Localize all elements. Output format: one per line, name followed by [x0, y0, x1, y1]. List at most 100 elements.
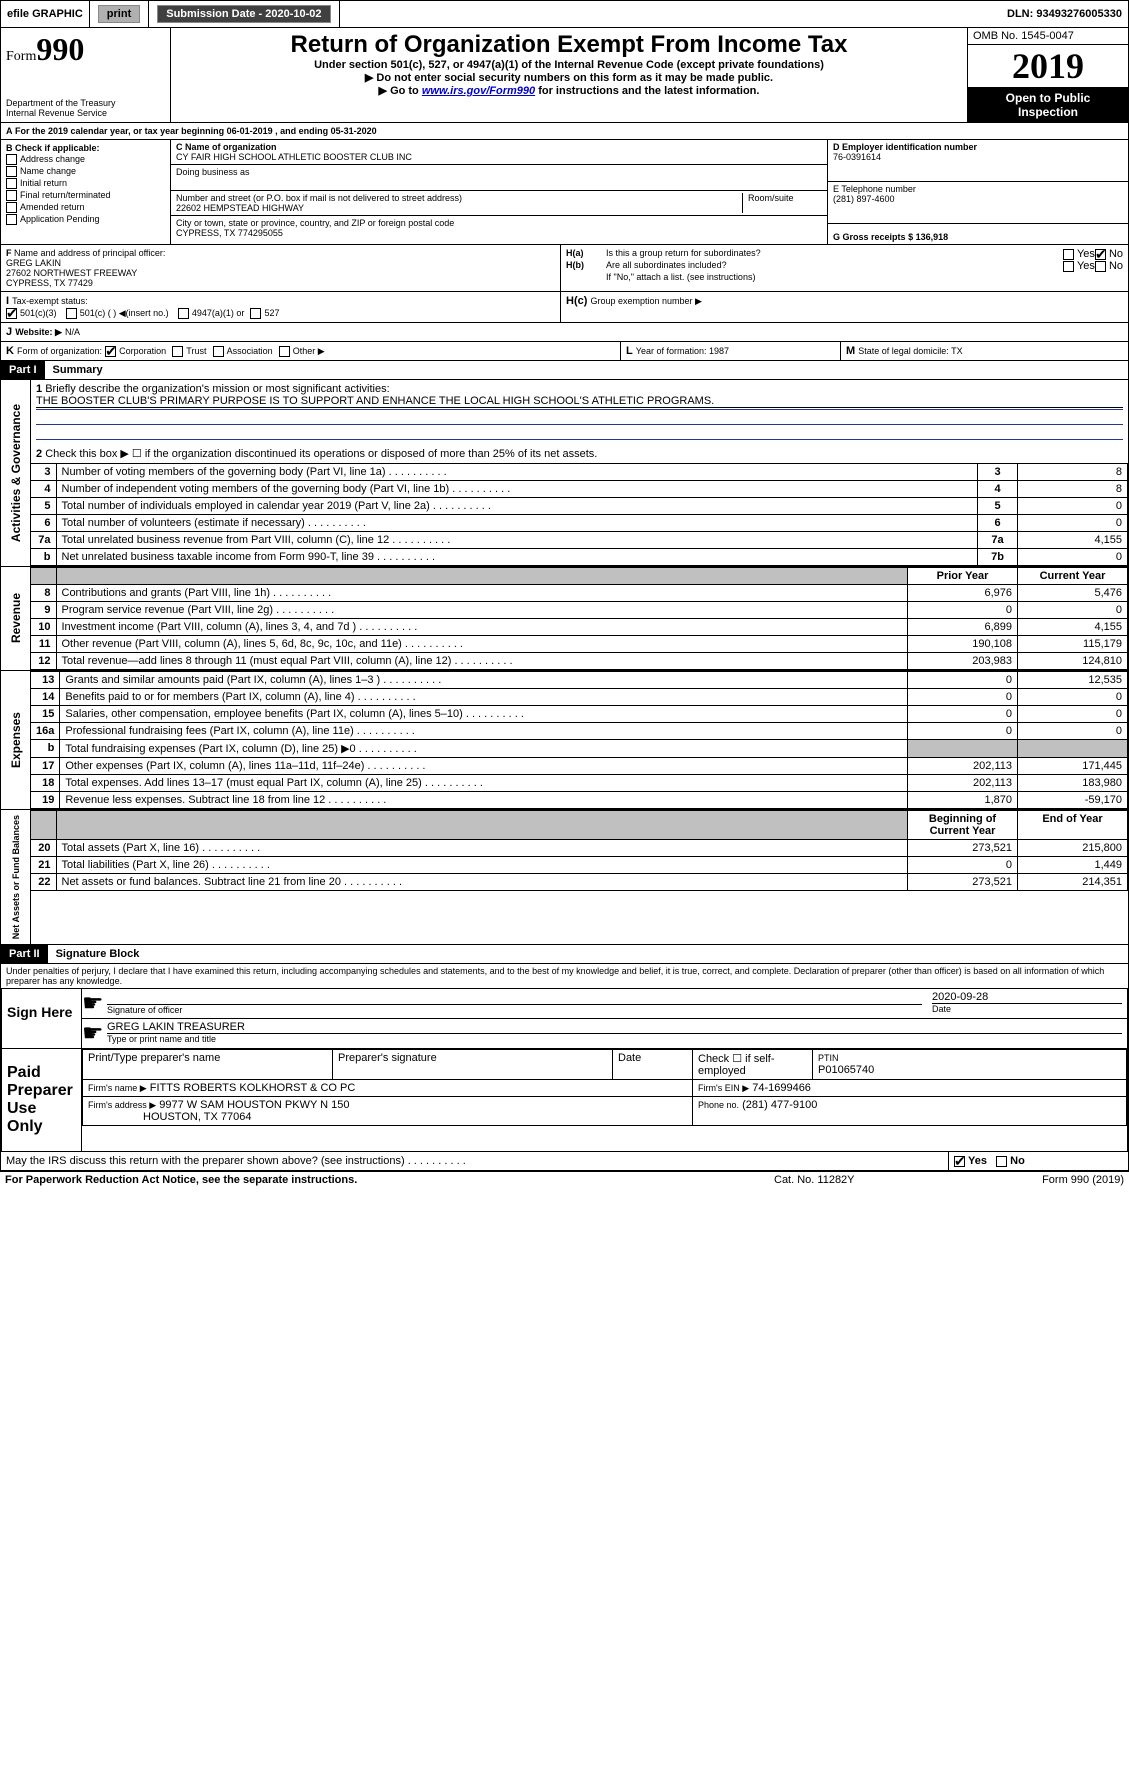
ein-value: 76-0391614 — [833, 152, 1123, 162]
check-501c3[interactable]: 501(c)(3) — [6, 307, 57, 319]
beginning-year-header: Beginning of Current Year — [908, 811, 1018, 840]
year-formation: Year of formation: 1987 — [636, 346, 729, 356]
form-org-label: Form of organization: — [17, 346, 102, 356]
goto-link-line: ▶ Go to www.irs.gov/Form990 for instruct… — [176, 84, 962, 97]
officer-name: GREG LAKIN — [6, 258, 555, 268]
ein-label: Employer identification number — [842, 142, 977, 152]
check-trust[interactable]: Trust — [172, 345, 206, 357]
check-address-change[interactable]: Address change — [6, 153, 165, 165]
tax-year-line: A For the 2019 calendar year, or tax yea… — [1, 123, 1128, 140]
netassets-table: Beginning of Current YearEnd of Year 20T… — [31, 810, 1128, 891]
hb-yes[interactable]: Yes — [1063, 260, 1095, 272]
check-other[interactable]: Other ▶ — [279, 345, 325, 357]
sign-here-block: Sign Here ☛ Signature of officer 2020-09… — [1, 989, 1128, 1049]
check-final-return[interactable]: Final return/terminated — [6, 189, 165, 201]
table-row: 4Number of independent voting members of… — [31, 481, 1128, 498]
check-initial-return[interactable]: Initial return — [6, 177, 165, 189]
table-row: 8Contributions and grants (Part VIII, li… — [31, 585, 1128, 602]
firm-ein-value: 74-1699466 — [752, 1082, 811, 1094]
firm-phone-value: (281) 477-9100 — [742, 1099, 817, 1111]
check-amended-return[interactable]: Amended return — [6, 201, 165, 213]
table-row: bTotal fundraising expenses (Part IX, co… — [31, 740, 1128, 758]
open-inspection: Open to PublicInspection — [968, 88, 1128, 122]
website-row: J Website: ▶ N/A — [1, 323, 1128, 342]
ha-yes[interactable]: Yes — [1063, 248, 1095, 260]
tax-year: 2019 — [968, 45, 1128, 88]
form-title: Return of Organization Exempt From Incom… — [176, 31, 962, 59]
check-applicable-label: Check if applicable: — [15, 143, 100, 153]
table-row: 17Other expenses (Part IX, column (A), l… — [31, 758, 1128, 775]
discuss-yes[interactable]: Yes — [954, 1155, 987, 1167]
firm-addr-label: Firm's address ▶ — [88, 1100, 156, 1110]
hb-no[interactable]: No — [1095, 260, 1123, 272]
form-number-footer: Form 990 (2019) — [974, 1174, 1124, 1186]
discuss-no[interactable]: No — [996, 1155, 1025, 1167]
current-year-header: Current Year — [1018, 568, 1128, 585]
check-501c[interactable]: 501(c) ( ) ◀(insert no.) — [66, 307, 169, 319]
address-value: 22602 HEMPSTEAD HIGHWAY — [176, 203, 742, 213]
check-association[interactable]: Association — [213, 345, 273, 357]
check-name-change[interactable]: Name change — [6, 165, 165, 177]
efile-label: efile GRAPHIC — [1, 1, 90, 27]
cat-number: Cat. No. 11282Y — [774, 1174, 974, 1186]
omb-number: OMB No. 1545-0047 — [968, 28, 1128, 45]
officer-addr1: 27602 NORTHWEST FREEWAY — [6, 268, 555, 278]
part1-header: Part I Summary — [1, 361, 1128, 380]
firm-name-value: FITTS ROBERTS KOLKHORST & CO PC — [150, 1082, 356, 1094]
dba-label: Doing business as — [176, 167, 822, 177]
side-label-revenue: Revenue — [7, 588, 25, 648]
officer-label: Name and address of principal officer: — [14, 248, 165, 258]
table-row: 14Benefits paid to or for members (Part … — [31, 689, 1128, 706]
gross-receipts: Gross receipts $ 136,918 — [843, 232, 949, 242]
sig-date-value: 2020-09-28 — [932, 991, 1122, 1004]
firm-ein-label: Firm's EIN ▶ — [698, 1083, 749, 1093]
check-527[interactable]: 527 — [250, 307, 279, 319]
officer-addr2: CYPRESS, TX 77429 — [6, 278, 555, 288]
officer-group-block: F Name and address of principal officer:… — [1, 245, 1128, 292]
ha-no[interactable]: No — [1095, 248, 1123, 260]
mission-value: THE BOOSTER CLUB'S PRIMARY PURPOSE IS TO… — [36, 395, 1123, 408]
discuss-text: May the IRS discuss this return with the… — [6, 1155, 405, 1167]
sign-here-label: Sign Here — [2, 989, 82, 1048]
table-row: 3Number of voting members of the governi… — [31, 464, 1128, 481]
paid-preparer-block: Paid Preparer Use Only Print/Type prepar… — [1, 1049, 1128, 1152]
table-row: 20Total assets (Part X, line 16)273,5212… — [31, 840, 1128, 857]
submission-date: Submission Date - 2020-10-02 — [149, 1, 339, 27]
form-org-row: K Form of organization: Corporation Trus… — [1, 342, 1128, 361]
ptin-value: P01065740 — [818, 1064, 874, 1076]
check-application-pending[interactable]: Application Pending — [6, 213, 165, 225]
phone-label: E Telephone number — [833, 184, 1123, 194]
entity-block: B Check if applicable: Address change Na… — [1, 140, 1128, 245]
state-domicile: State of legal domicile: TX — [858, 346, 962, 356]
form-subtitle: Under section 501(c), 527, or 4947(a)(1)… — [176, 59, 962, 71]
part2-header: Part II Signature Block — [1, 945, 1128, 964]
preparer-date-label: Date — [613, 1050, 693, 1080]
table-row: 21Total liabilities (Part X, line 26)01,… — [31, 857, 1128, 874]
paid-preparer-label: Paid Preparer Use Only — [2, 1049, 82, 1151]
line2-text: Check this box ▶ ☐ if the organization d… — [45, 448, 597, 460]
dept-treasury: Department of the Treasury — [6, 98, 165, 108]
irs-link[interactable]: www.irs.gov/Form990 — [422, 85, 535, 97]
prior-year-header: Prior Year — [908, 568, 1018, 585]
sig-name-value: GREG LAKIN TREASURER — [107, 1021, 1122, 1034]
side-label-governance: Activities & Governance — [7, 399, 25, 547]
side-label-netassets: Net Assets or Fund Balances — [9, 810, 23, 944]
ssn-warning: ▶ Do not enter social security numbers o… — [176, 71, 962, 84]
pra-notice: For Paperwork Reduction Act Notice, see … — [5, 1174, 774, 1186]
firm-phone-label: Phone no. — [698, 1100, 739, 1110]
firm-name-label: Firm's name ▶ — [88, 1083, 147, 1093]
city-label: City or town, state or province, country… — [176, 218, 822, 228]
form-header: Form990 Department of the Treasury Inter… — [1, 28, 1128, 123]
preparer-name-label: Print/Type preparer's name — [83, 1050, 333, 1080]
end-year-header: End of Year — [1018, 811, 1128, 840]
firm-addr2: HOUSTON, TX 77064 — [143, 1111, 251, 1123]
check-4947[interactable]: 4947(a)(1) or — [178, 307, 245, 319]
group-return-label: Is this a group return for subordinates? — [606, 248, 1063, 260]
check-corporation[interactable]: Corporation — [105, 345, 166, 357]
firm-addr1: 9977 W SAM HOUSTON PKWY N 150 — [159, 1099, 349, 1111]
table-row: 13Grants and similar amounts paid (Part … — [31, 672, 1128, 689]
self-employed-check[interactable]: Check ☐ if self-employed — [693, 1050, 813, 1080]
print-button[interactable]: print — [90, 1, 149, 27]
table-row: 5Total number of individuals employed in… — [31, 498, 1128, 515]
table-row: 11Other revenue (Part VIII, column (A), … — [31, 636, 1128, 653]
